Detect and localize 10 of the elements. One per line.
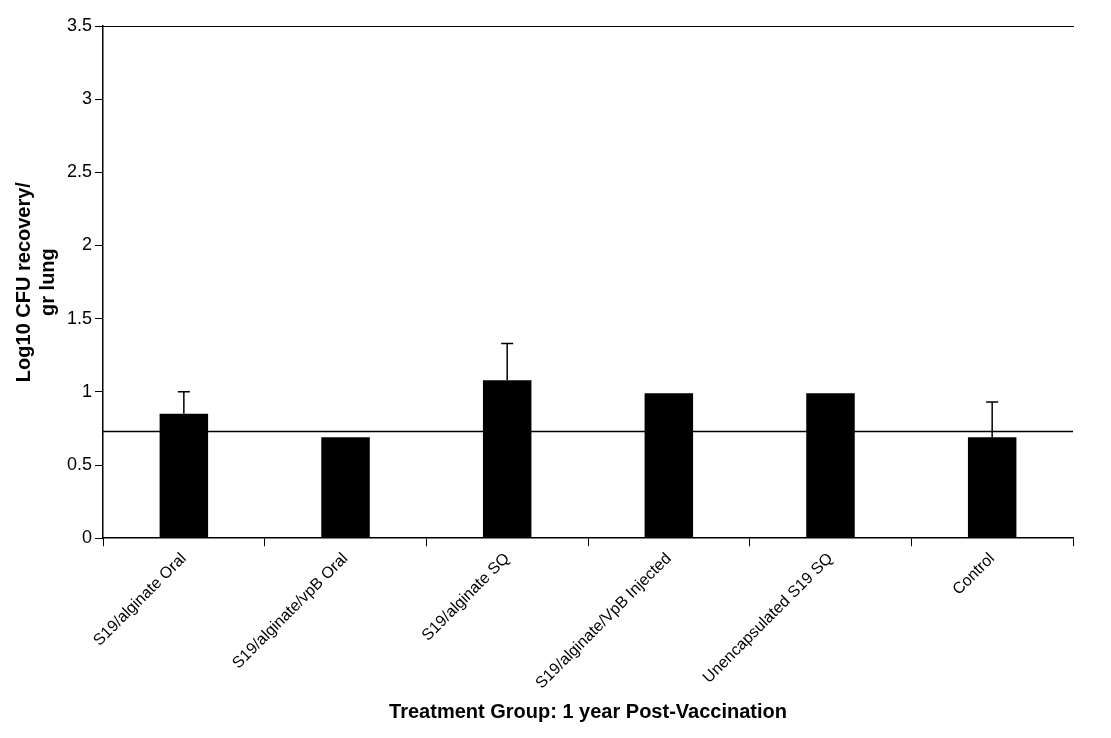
y-tick-label: 0.5 bbox=[66, 454, 93, 475]
x-axis-title: Treatment Group: 1 year Post-Vaccination bbox=[389, 699, 787, 722]
y-tick-label: 2 bbox=[82, 234, 93, 255]
y-tick-label: 3 bbox=[82, 88, 93, 109]
y-tick-label: 1 bbox=[82, 380, 93, 401]
y-tick-label: 3.5 bbox=[66, 14, 93, 35]
y-axis-title: Log10 CFU recovery/ gr lung bbox=[11, 181, 58, 383]
y-tick-label: 0 bbox=[82, 527, 93, 548]
y-tick-label: 2.5 bbox=[66, 161, 93, 182]
y-tick-label: 1.5 bbox=[66, 307, 93, 328]
